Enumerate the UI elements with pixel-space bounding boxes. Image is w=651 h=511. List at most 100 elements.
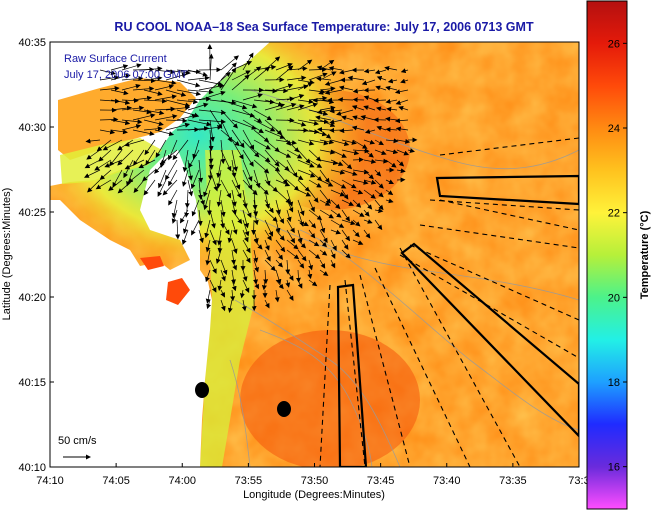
current-vector bbox=[264, 88, 289, 94]
current-vector bbox=[94, 159, 112, 171]
current-vector bbox=[286, 75, 307, 81]
current-vector bbox=[339, 128, 354, 134]
current-vector bbox=[176, 79, 201, 88]
current-vector bbox=[363, 209, 370, 217]
current-vector bbox=[124, 139, 145, 147]
current-vector bbox=[275, 239, 286, 253]
coastal-upwelling-strip bbox=[200, 150, 255, 467]
current-vector bbox=[387, 78, 398, 84]
current-vector bbox=[154, 69, 176, 75]
current-vector bbox=[197, 209, 203, 227]
current-vector bbox=[198, 83, 225, 91]
current-vector bbox=[286, 104, 305, 111]
current-vector bbox=[242, 119, 264, 134]
current-vector bbox=[110, 89, 129, 96]
current-vector bbox=[217, 279, 223, 291]
current-vector bbox=[352, 199, 362, 208]
current-vector bbox=[117, 149, 134, 166]
current-vector bbox=[241, 299, 247, 312]
current-vector bbox=[253, 159, 270, 174]
current-vector bbox=[308, 129, 328, 137]
current-vector bbox=[319, 199, 331, 206]
current-vector bbox=[216, 189, 222, 207]
current-vector bbox=[220, 119, 232, 143]
current-vector bbox=[297, 102, 319, 111]
current-vector bbox=[264, 99, 284, 107]
current-vector bbox=[308, 199, 315, 213]
current-vector bbox=[227, 229, 233, 244]
current-vector bbox=[143, 75, 163, 81]
current-vector bbox=[160, 149, 178, 165]
current-vector bbox=[124, 159, 145, 170]
current-vector bbox=[286, 66, 308, 72]
x-tick-label: 74:05 bbox=[102, 475, 130, 487]
current-vector bbox=[121, 124, 142, 131]
current-vector bbox=[308, 279, 318, 287]
current-vector bbox=[308, 139, 329, 146]
current-vector bbox=[341, 115, 354, 121]
current-vector bbox=[275, 229, 285, 241]
current-vector bbox=[182, 219, 189, 234]
current-vector bbox=[297, 119, 319, 126]
current-vector bbox=[361, 79, 376, 86]
current-vector bbox=[209, 109, 223, 130]
current-vector bbox=[319, 239, 327, 248]
current-vector bbox=[394, 118, 409, 124]
current-vector bbox=[209, 99, 237, 106]
current-vector bbox=[154, 114, 178, 121]
current-vector bbox=[330, 239, 337, 251]
current-vector bbox=[109, 149, 123, 167]
current-vector bbox=[220, 62, 237, 81]
current-vector bbox=[375, 85, 387, 91]
current-vector bbox=[352, 179, 369, 185]
current-vector bbox=[324, 79, 343, 86]
current-vector bbox=[143, 98, 168, 104]
current-vector bbox=[286, 189, 294, 207]
current-vector bbox=[275, 189, 291, 204]
current-vector bbox=[231, 70, 251, 81]
current-vector bbox=[341, 149, 360, 156]
current-vector bbox=[242, 169, 253, 191]
current-vector bbox=[264, 239, 270, 251]
current-vector bbox=[191, 219, 200, 236]
current-vector bbox=[352, 148, 370, 154]
current-vector bbox=[253, 239, 263, 250]
current-vector bbox=[208, 129, 214, 152]
current-vector bbox=[242, 279, 250, 294]
annotation-raw-surface-current: Raw Surface Current bbox=[64, 53, 167, 65]
x-tick-label: 73:3 bbox=[568, 475, 589, 487]
current-vector bbox=[102, 139, 123, 151]
current-vector bbox=[297, 209, 305, 227]
current-vector bbox=[98, 149, 112, 162]
transect-lines bbox=[319, 137, 579, 467]
navesink-estuary bbox=[140, 256, 164, 270]
current-vector bbox=[319, 105, 336, 111]
current-vector bbox=[165, 72, 188, 81]
current-vector bbox=[231, 60, 253, 71]
colorbar-label: Temperature (°C) bbox=[639, 210, 651, 299]
current-vector bbox=[286, 269, 294, 281]
current-vector bbox=[341, 219, 356, 226]
current-vector bbox=[330, 179, 347, 189]
current-vector bbox=[319, 149, 336, 155]
current-vector bbox=[374, 139, 384, 146]
current-vector bbox=[329, 127, 343, 133]
current-vector bbox=[176, 99, 199, 105]
current-vector bbox=[275, 129, 292, 146]
current-vector bbox=[297, 59, 313, 71]
current-vector bbox=[341, 169, 358, 176]
current-vector bbox=[275, 249, 283, 261]
current-vector bbox=[385, 127, 398, 132]
current-vector bbox=[220, 99, 248, 110]
current-vector bbox=[374, 149, 387, 156]
current-vector bbox=[231, 209, 243, 225]
current-vector bbox=[363, 189, 376, 199]
sampling-boxes bbox=[336, 174, 579, 467]
current-vector bbox=[286, 239, 299, 250]
current-vector bbox=[208, 53, 214, 81]
x-tick-label: 73:35 bbox=[499, 475, 527, 487]
y-tick-label: 40:10 bbox=[18, 462, 46, 474]
current-vector bbox=[99, 86, 120, 91]
current-vector bbox=[96, 139, 112, 152]
current-vector bbox=[352, 209, 365, 217]
